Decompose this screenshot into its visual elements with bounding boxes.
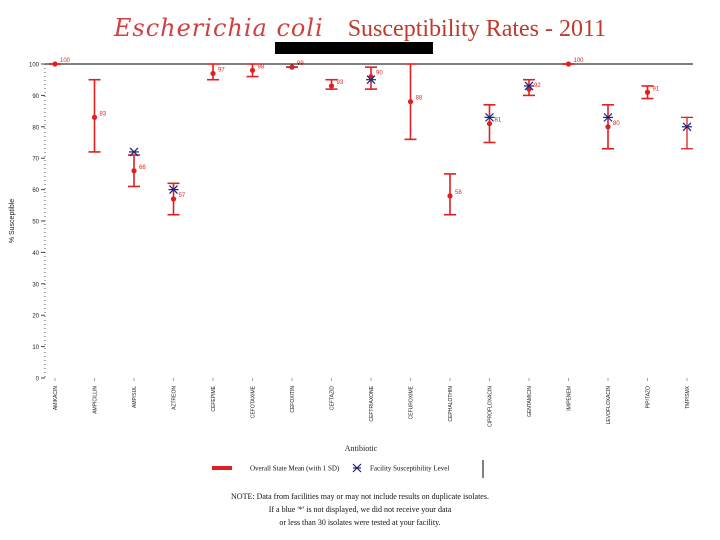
x-tick-label: LEVOFLOXACIN xyxy=(606,386,612,425)
state-mean-point xyxy=(52,61,58,67)
x-tick-label: CEFEPIME xyxy=(211,385,217,411)
state-mean-point xyxy=(131,168,137,174)
y-tick-label: 30 xyxy=(32,282,39,288)
state-data-label: 98 xyxy=(258,64,265,70)
state-data-label: 97 xyxy=(218,67,225,73)
x-tick-label: CEFOTAXIME xyxy=(251,385,257,418)
state-data-label: 99 xyxy=(297,61,304,67)
facility-star-d2 xyxy=(129,147,139,157)
chart-title-rest: Susceptibility Rates - 2011 xyxy=(347,16,607,42)
y-axis-title: % Susceptible xyxy=(9,199,16,243)
facility-star-d2 xyxy=(603,112,613,122)
state-data-label: 90 xyxy=(376,71,383,77)
state-mean-point xyxy=(289,64,295,70)
state-mean-point xyxy=(328,83,335,89)
chart-title-organism: Escherichia coli xyxy=(113,14,324,42)
x-tick-label: IMIPENEM xyxy=(567,386,573,411)
y-tick-label: 80 xyxy=(32,125,39,131)
state-data-label: 100 xyxy=(60,58,71,64)
y-tick-label: 10 xyxy=(32,345,39,351)
state-data-label: 81 xyxy=(495,118,502,124)
x-tick-label: AMIKACIN xyxy=(53,386,59,411)
state-mean-point xyxy=(170,196,177,202)
chart-title: Escherichia coli Susceptibility Rates - … xyxy=(0,14,720,43)
x-tick-label: CEFTRIAXONE xyxy=(369,385,375,421)
state-data-label: 91 xyxy=(653,86,660,92)
y-tick-label: 70 xyxy=(32,157,39,163)
redaction-bar xyxy=(275,42,433,54)
facility-star-d2 xyxy=(366,75,376,85)
x-tick-label: TMP/SMX xyxy=(685,385,691,408)
y-tick-label: 90 xyxy=(32,94,39,100)
x-tick-label: CIPROFLOXACIN xyxy=(488,386,494,427)
state-data-label: 92 xyxy=(534,83,541,89)
state-mean-point xyxy=(486,121,493,127)
facility-star-d2 xyxy=(682,122,692,132)
x-tick-label: CEPHALOTHIN xyxy=(448,386,454,422)
note-line-1: NOTE: Data from facilities may or may no… xyxy=(231,492,489,501)
state-data-label: 57 xyxy=(179,193,186,199)
state-mean-point xyxy=(407,99,414,105)
facility-star-d2 xyxy=(485,112,494,122)
y-tick-label: 60 xyxy=(32,188,39,194)
y-tick-label: 40 xyxy=(32,251,39,257)
legend-state-label: Overall State Mean (with 1 SD) xyxy=(250,465,340,473)
x-tick-label: CEFUROXIME xyxy=(409,385,415,419)
state-data-label: 58 xyxy=(455,190,462,196)
x-tick-label: GENTAMICIN xyxy=(527,386,533,417)
state-data-label: 88 xyxy=(416,96,423,102)
facility-star-d2 xyxy=(169,185,178,195)
state-data-label: 80 xyxy=(613,121,620,127)
state-data-label: 66 xyxy=(139,165,146,171)
state-mean-point xyxy=(605,124,611,130)
state-data-label: 83 xyxy=(100,111,107,117)
x-tick-label: AMPICILLIN xyxy=(93,386,99,414)
note-line-3: or less than 30 isolates were tested at … xyxy=(279,518,441,527)
facility-star-d2 xyxy=(524,81,534,91)
state-mean-point xyxy=(565,61,572,67)
state-mean-point xyxy=(447,193,453,199)
note-line-2: If a blue '*' is not displayed, we did n… xyxy=(268,505,452,514)
x-tick-label: CEFOXITIN xyxy=(290,386,296,413)
x-tick-label: AZTREON xyxy=(172,386,178,410)
state-mean-point xyxy=(91,114,98,120)
state-mean-point xyxy=(210,70,216,77)
x-axis-title: Antibiotic xyxy=(345,444,378,453)
state-data-label: 93 xyxy=(337,80,344,86)
state-mean-point xyxy=(249,67,256,73)
y-tick-label: 50 xyxy=(32,220,39,226)
x-tick-label: PIP/TAZO xyxy=(646,386,652,409)
x-tick-label: AMP/SUL xyxy=(132,386,138,408)
state-data-label: 100 xyxy=(574,58,585,64)
y-tick-label: 0 xyxy=(36,377,40,383)
y-tick-label: 20 xyxy=(32,314,39,320)
legend-facility-label: Facility Susceptibility Level xyxy=(370,465,449,473)
y-tick-label: 100 xyxy=(29,63,40,69)
legend-facility-star-d2 xyxy=(352,463,362,473)
state-mean-point xyxy=(644,89,651,95)
notes-block: NOTE: Data from facilities may or may no… xyxy=(200,490,520,529)
x-tick-label: CEFTAZID xyxy=(330,386,336,410)
